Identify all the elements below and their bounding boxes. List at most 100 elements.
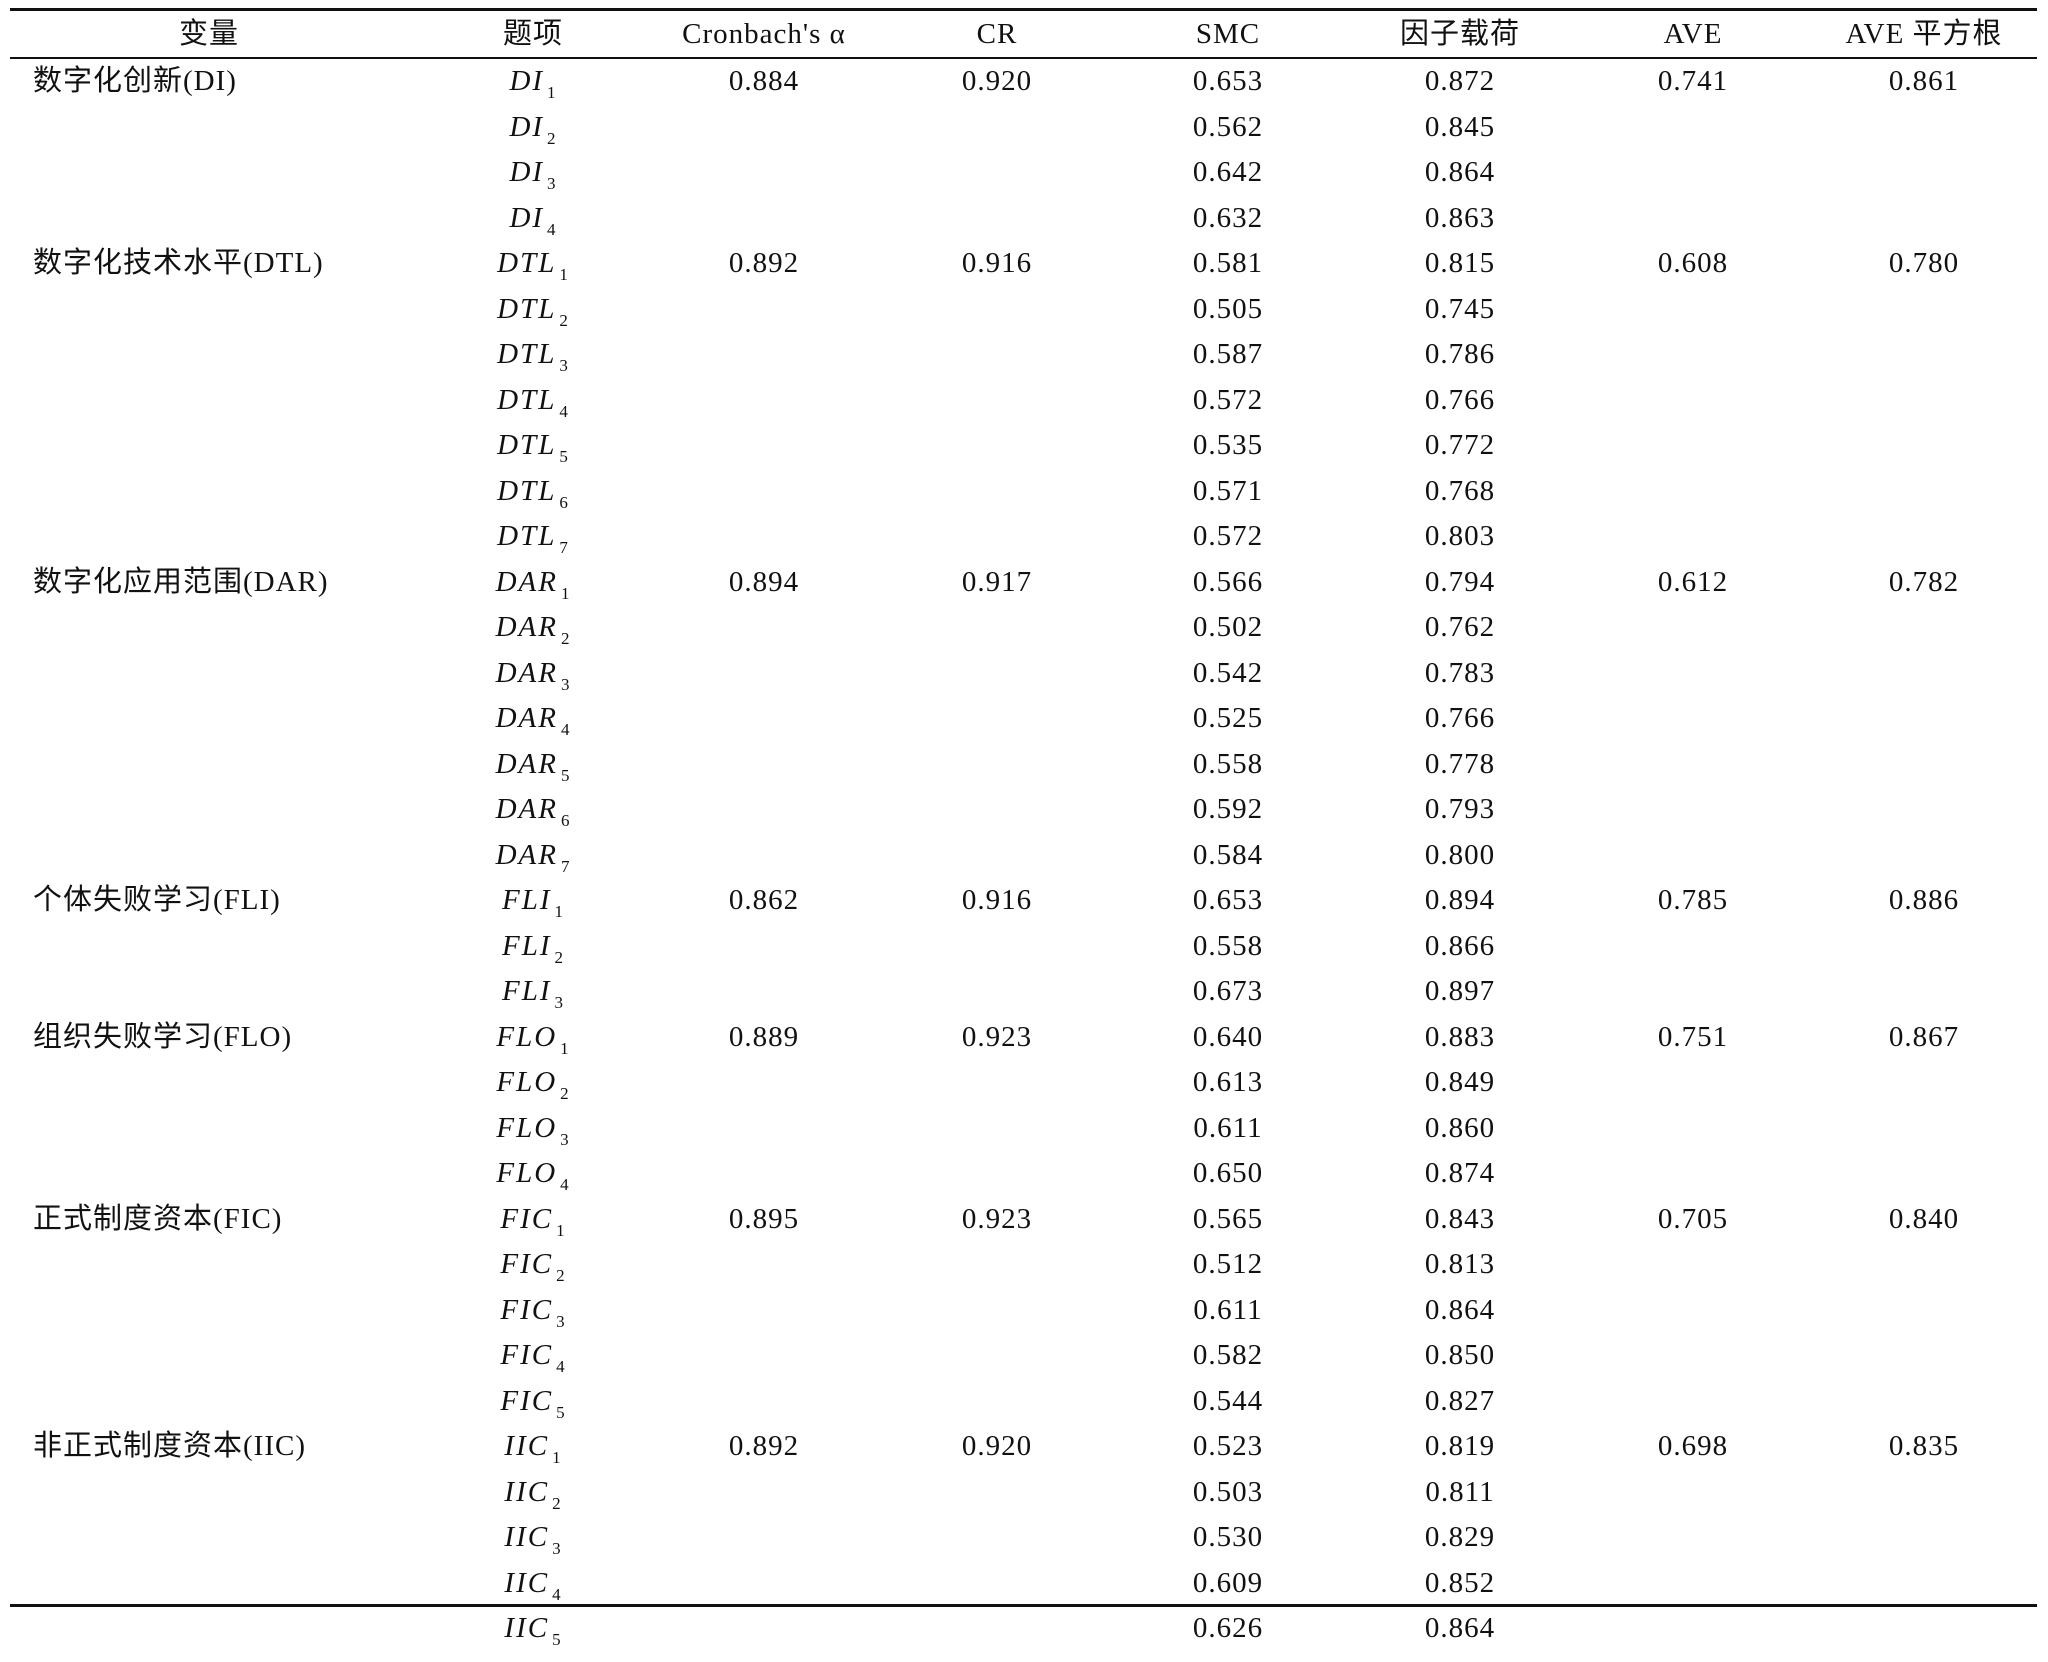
item-code: IIC 2	[504, 1470, 561, 1514]
smc-cell: 0.581	[1192, 247, 1264, 279]
smc-cell: 0.650	[1192, 1157, 1264, 1189]
item-subscript: 3	[554, 993, 564, 1012]
item-code-text: DTL	[497, 292, 557, 325]
smc-cell: 0.611	[1193, 1111, 1263, 1144]
item-code-text: FLI	[502, 884, 552, 916]
item-code-text: IIC	[504, 1566, 550, 1599]
value-cell: 0.785	[1657, 884, 1729, 916]
item-code-text: DAR	[495, 656, 558, 689]
item-subscript: 2	[556, 1266, 566, 1285]
loading-cell: 0.863	[1424, 201, 1496, 234]
header-cell: Cronbach's α	[682, 18, 846, 50]
item-code-text: FLI	[502, 929, 552, 962]
loading-cell: 0.803	[1424, 520, 1496, 552]
smc-cell: 0.571	[1192, 474, 1264, 507]
value-cell: 0.612	[1657, 565, 1729, 598]
smc-cell: 0.640	[1192, 1020, 1264, 1053]
item-subscript: 2	[554, 947, 564, 967]
value-cell: 0.892	[728, 1430, 800, 1462]
value-cell: 0.840	[1888, 1202, 1960, 1235]
loading-cell: 0.894	[1424, 884, 1496, 916]
value-cell: 0.923	[961, 1020, 1033, 1053]
value-cell: 0.741	[1657, 65, 1729, 97]
item-code-text: FLO	[496, 1111, 558, 1144]
loading-cell: 0.794	[1424, 565, 1496, 598]
loading-cell: 0.874	[1424, 1157, 1496, 1189]
value-cell: 0.884	[728, 65, 800, 97]
smc-cell: 0.512	[1192, 1248, 1264, 1280]
loading-cell: 0.793	[1424, 793, 1496, 825]
value-cell: 0.835	[1888, 1430, 1960, 1462]
item-subscript: 4	[556, 1357, 566, 1376]
value-cell: 0.886	[1888, 884, 1960, 916]
item-code: DAR 3	[496, 651, 571, 695]
item-code: DAR 5	[496, 742, 571, 786]
item-subscript: 1	[560, 1038, 570, 1058]
value-cell: 0.751	[1657, 1020, 1729, 1053]
loading-cell: 0.819	[1424, 1430, 1496, 1462]
item-code-text: IIC	[504, 1430, 550, 1462]
item-subscript: 2	[560, 629, 571, 648]
loading-cell: 0.883	[1424, 1020, 1496, 1053]
item-code: FLO 3	[496, 1106, 569, 1150]
smc-cell: 0.582	[1192, 1339, 1264, 1371]
loading-cell: 0.860	[1424, 1111, 1496, 1144]
smc-cell: 0.523	[1192, 1430, 1264, 1462]
item-code: DI 4	[509, 196, 556, 240]
item-code-text: DI	[509, 201, 545, 234]
smc-cell: 0.525	[1192, 702, 1264, 734]
item-code-text: DTL	[497, 338, 557, 370]
item-code-text: DTL	[497, 520, 557, 552]
item-code-text: DAR	[495, 747, 558, 780]
item-subscript: 4	[552, 1584, 562, 1604]
item-code: FLI 2	[502, 924, 564, 968]
item-code-text: DTL	[497, 429, 557, 461]
header-cell: AVE 平方根	[1845, 18, 2003, 50]
item-code-text: DI	[509, 110, 545, 143]
item-code-text: IIC	[504, 1521, 550, 1553]
loading-cell: 0.766	[1424, 383, 1496, 416]
item-code: DTL 3	[497, 332, 569, 376]
item-subscript: 3	[559, 356, 569, 375]
item-code: FIC 3	[500, 1288, 565, 1332]
loading-cell: 0.772	[1424, 429, 1496, 461]
loading-cell: 0.768	[1424, 474, 1496, 507]
item-code: DAR 7	[496, 833, 571, 877]
page: {"table": { "header": ["变量", "题项", "Cron…	[10, 8, 2037, 1649]
value-cell: 0.895	[728, 1202, 800, 1235]
item-subscript: 1	[556, 1220, 566, 1240]
item-code-text: FIC	[500, 1202, 554, 1235]
item-code: FIC 4	[500, 1333, 565, 1377]
loading-cell: 0.872	[1424, 65, 1496, 97]
item-code-text: DAR	[495, 702, 558, 734]
smc-cell: 0.572	[1192, 520, 1264, 552]
smc-cell: 0.587	[1192, 338, 1264, 370]
item-subscript: 3	[552, 1539, 562, 1558]
item-code-text: DTL	[497, 247, 557, 279]
smc-cell: 0.565	[1192, 1202, 1264, 1235]
variable-name: 个体失败学习(FLI)	[33, 884, 281, 916]
bottom-rule	[10, 1604, 2037, 1607]
value-cell: 0.920	[961, 65, 1033, 97]
value-cell: 0.916	[961, 884, 1033, 916]
smc-cell: 0.558	[1192, 929, 1264, 962]
item-code: DTL 4	[497, 378, 569, 422]
item-code: IIC 1	[504, 1424, 561, 1468]
smc-cell: 0.632	[1192, 201, 1264, 234]
item-subscript: 1	[560, 583, 571, 603]
value-cell: 0.894	[728, 565, 800, 598]
variable-name: 正式制度资本(FIC)	[33, 1202, 283, 1235]
smc-cell: 0.673	[1192, 975, 1264, 1007]
item-code: FIC 1	[500, 1197, 565, 1241]
smc-cell: 0.558	[1192, 747, 1264, 780]
item-code: DAR 2	[496, 605, 571, 649]
item-code: DTL 5	[497, 423, 569, 467]
smc-cell: 0.592	[1192, 793, 1264, 825]
item-code-text: FIC	[500, 1248, 554, 1280]
top-rule	[10, 8, 2037, 11]
variable-name: 组织失败学习(FLO)	[33, 1020, 293, 1053]
item-subscript: 6	[560, 811, 571, 830]
item-subscript: 4	[560, 720, 571, 739]
loading-cell: 0.829	[1424, 1521, 1496, 1553]
variable-name: 数字化创新(DI)	[33, 65, 237, 97]
